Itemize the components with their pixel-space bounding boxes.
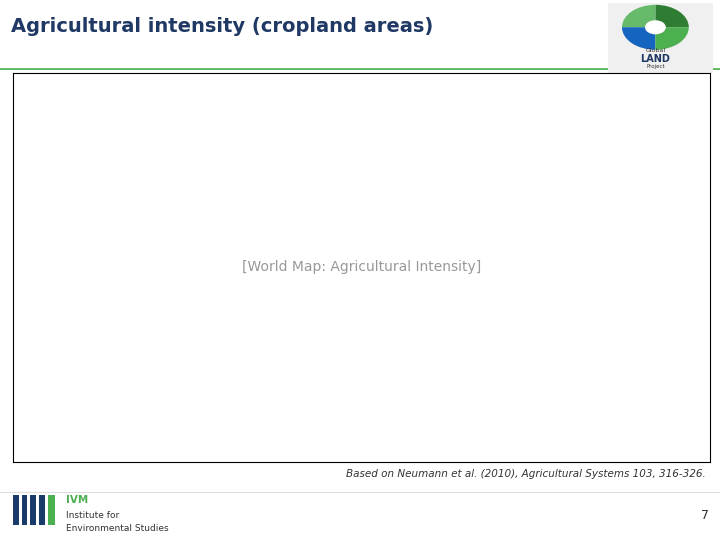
Bar bbox=[13, 495, 19, 525]
Text: Agricultural intensity (cropland areas): Agricultural intensity (cropland areas) bbox=[11, 17, 433, 36]
Wedge shape bbox=[622, 5, 655, 27]
Text: Project: Project bbox=[646, 64, 665, 69]
Wedge shape bbox=[622, 27, 655, 50]
Bar bbox=[48, 495, 55, 525]
Text: IVM: IVM bbox=[66, 495, 89, 505]
FancyBboxPatch shape bbox=[603, 0, 718, 76]
Text: [World Map: Agricultural Intensity]: [World Map: Agricultural Intensity] bbox=[242, 260, 481, 274]
Bar bbox=[22, 495, 27, 525]
Text: Based on Neumann et al. (2010), Agricultural Systems 103, 316-326.: Based on Neumann et al. (2010), Agricult… bbox=[346, 469, 706, 479]
Text: 7: 7 bbox=[701, 509, 709, 522]
Wedge shape bbox=[655, 27, 689, 50]
Wedge shape bbox=[655, 5, 689, 27]
Text: Environmental Studies: Environmental Studies bbox=[66, 524, 169, 532]
Text: LAND: LAND bbox=[641, 54, 670, 64]
Bar bbox=[39, 495, 45, 525]
Text: Institute for: Institute for bbox=[66, 511, 120, 519]
Bar bbox=[30, 495, 36, 525]
Text: Global: Global bbox=[645, 48, 665, 53]
Circle shape bbox=[645, 20, 666, 34]
